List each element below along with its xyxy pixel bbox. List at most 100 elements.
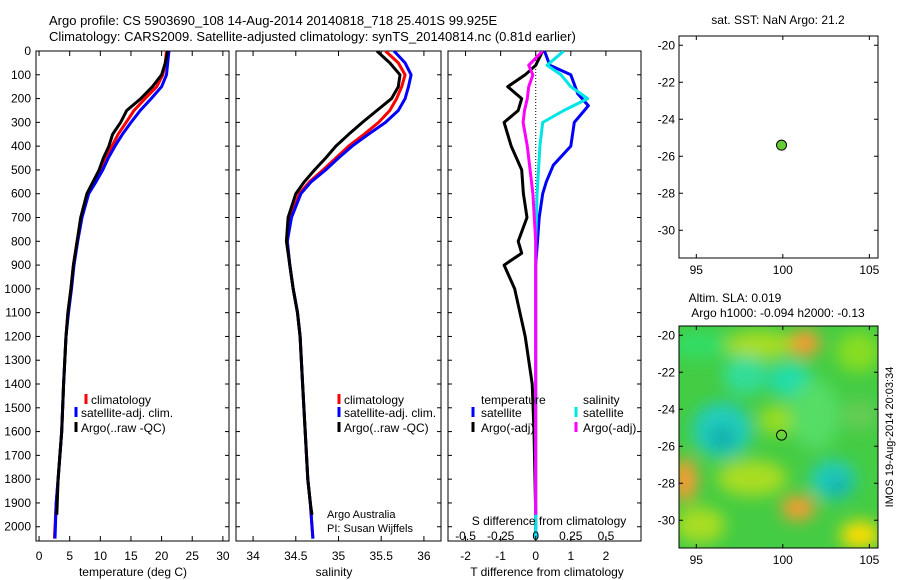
legend-label-climatology: climatology bbox=[344, 393, 404, 407]
series-line-salinity-argo-adj- bbox=[521, 51, 544, 515]
depth-tick-label: 900 bbox=[11, 258, 31, 272]
depth-tick-label: 1100 bbox=[5, 306, 31, 320]
legend-header-temperature: temperature bbox=[481, 393, 546, 407]
x-tick-label: 1 bbox=[567, 549, 574, 563]
legend-label-argo: Argo(..raw -QC) bbox=[81, 421, 166, 435]
x-tick-label: 0 bbox=[36, 549, 43, 563]
figure-title-line1: Argo profile: CS 5903690_108 14-Aug-2014… bbox=[49, 13, 498, 28]
depth-tick-label: 1600 bbox=[4, 425, 31, 439]
temperature-xlabel: temperature (deg C) bbox=[79, 565, 187, 579]
depth-tick-label: 400 bbox=[11, 139, 31, 153]
series-line-argo-raw-qc- bbox=[284, 51, 402, 516]
salinity-legend: climatology satellite-adj. clim. Argo(..… bbox=[327, 393, 436, 535]
series-line-climatology bbox=[285, 51, 407, 539]
depth-tick-label: 1500 bbox=[4, 401, 31, 415]
figure-title-line2: Climatology: CARS2009. Satellite-adjuste… bbox=[49, 29, 576, 44]
map-x-tick-label: 95 bbox=[690, 263, 704, 277]
x-tick-label: -2 bbox=[460, 549, 471, 563]
depth-tick-label: 0 bbox=[24, 44, 31, 58]
map-y-tick-label: -22 bbox=[658, 365, 676, 379]
x-tick-label: 0 bbox=[532, 549, 539, 563]
map-y-tick-label: -30 bbox=[658, 223, 676, 237]
argo-location-marker bbox=[776, 139, 788, 151]
x-tick-label-top: 0.25 bbox=[559, 529, 583, 543]
x-tick-label: 34 bbox=[246, 549, 260, 563]
series-line-argo-raw-qc- bbox=[55, 51, 170, 515]
depth-tick-label: 1200 bbox=[4, 329, 31, 343]
series-line-temperature-argo-adj- bbox=[502, 51, 545, 515]
difference-legend: temperature salinity satellite Argo(-adj… bbox=[471, 393, 636, 435]
difference-panel bbox=[447, 50, 642, 542]
map-y-tick-label: -22 bbox=[658, 75, 676, 89]
map-x-tick-label: 105 bbox=[859, 263, 879, 277]
x-tick-label: 25 bbox=[186, 549, 200, 563]
depth-tick-label: 500 bbox=[11, 163, 31, 177]
x-tick-label: 30 bbox=[216, 549, 230, 563]
x-tick-label-top: 0 bbox=[532, 529, 539, 543]
map-y-tick-label: -24 bbox=[658, 112, 676, 126]
map-sla-title-line1: Altim. SLA: 0.019 bbox=[689, 291, 782, 305]
depth-tick-label: 1400 bbox=[4, 377, 31, 391]
legend-label-temp-satellite: satellite bbox=[481, 406, 522, 420]
map-y-tick-label: -28 bbox=[658, 186, 676, 200]
map-y-tick-label: -20 bbox=[658, 38, 676, 52]
legend-label-temp-argo: Argo(-adj) bbox=[481, 421, 534, 435]
map-x-tick-label: 100 bbox=[773, 263, 793, 277]
depth-tick-label: 1900 bbox=[4, 496, 31, 510]
temperature-panel bbox=[35, 50, 230, 542]
x-tick-label: 35.5 bbox=[370, 549, 394, 563]
depth-tick-label: 300 bbox=[11, 115, 31, 129]
depth-tick-label: 600 bbox=[11, 187, 31, 201]
argo-australia-label: Argo Australia bbox=[327, 509, 396, 521]
depth-tick-label: 1000 bbox=[4, 282, 31, 296]
x-tick-label: 5 bbox=[66, 549, 73, 563]
legend-label-climatology: climatology bbox=[91, 393, 151, 407]
map-y-tick-label: -20 bbox=[658, 328, 676, 342]
temperature-legend: climatology satellite-adj. clim. Argo(..… bbox=[74, 393, 173, 435]
salinity-panel bbox=[235, 50, 442, 542]
map-x-tick-label: 100 bbox=[773, 553, 793, 567]
depth-tick-label: 1800 bbox=[4, 472, 31, 486]
x-tick-label: -1 bbox=[495, 549, 506, 563]
map-sla-panel bbox=[678, 325, 879, 549]
map-x-tick-label: 95 bbox=[690, 553, 704, 567]
series-line-salinity-satellite bbox=[534, 51, 590, 539]
x-tick-label: 35 bbox=[332, 549, 346, 563]
legend-label-satellite: satellite-adj. clim. bbox=[81, 406, 173, 420]
map-sla-title-line2: Argo h1000: -0.094 h2000: -0.13 bbox=[691, 306, 865, 320]
map-y-tick-label: -24 bbox=[658, 402, 676, 416]
imos-timestamp-label: IMOS 19-Aug-2014 20:03:34 bbox=[884, 367, 896, 508]
depth-tick-label: 100 bbox=[11, 68, 31, 82]
x-tick-label: 20 bbox=[155, 549, 169, 563]
difference-xlabel: T difference from climatology bbox=[470, 565, 624, 579]
x-tick-label: 2 bbox=[603, 549, 610, 563]
map-y-tick-label: -28 bbox=[658, 476, 676, 490]
x-tick-label: 10 bbox=[94, 549, 108, 563]
x-tick-label: 15 bbox=[124, 549, 138, 563]
map-y-tick-label: -30 bbox=[658, 513, 676, 527]
depth-tick-label: 1300 bbox=[4, 353, 31, 367]
x-tick-label: 34.5 bbox=[284, 549, 308, 563]
sla-heatmap bbox=[679, 326, 878, 548]
depth-tick-label: 700 bbox=[11, 211, 31, 225]
map-sst-title: sat. SST: NaN Argo: 21.2 bbox=[711, 13, 845, 27]
depth-tick-label: 2000 bbox=[4, 520, 31, 534]
depth-tick-label: 200 bbox=[11, 92, 31, 106]
depth-tick-label: 1700 bbox=[4, 448, 31, 462]
legend-label-argo: Argo(..raw -QC) bbox=[344, 421, 429, 435]
legend-label-sal-satellite: satellite bbox=[583, 406, 624, 420]
map-x-tick-label: 105 bbox=[859, 553, 879, 567]
map-y-tick-label: -26 bbox=[658, 149, 676, 163]
x-tick-label-top: -0.25 bbox=[487, 529, 515, 543]
series-line-satellite-adj-clim- bbox=[53, 51, 171, 539]
pi-label: PI: Susan Wijffels bbox=[327, 523, 413, 535]
x-tick-label-top: -0.5 bbox=[455, 529, 476, 543]
legend-header-salinity: salinity bbox=[583, 393, 620, 407]
salinity-xlabel: salinity bbox=[316, 565, 353, 579]
map-y-tick-label: -26 bbox=[658, 439, 676, 453]
x-tick-label: 36 bbox=[417, 549, 431, 563]
legend-label-satellite: satellite-adj. clim. bbox=[344, 406, 436, 420]
difference-xlabel-top: S difference from climatology bbox=[472, 514, 627, 528]
depth-tick-label: 800 bbox=[11, 234, 31, 248]
